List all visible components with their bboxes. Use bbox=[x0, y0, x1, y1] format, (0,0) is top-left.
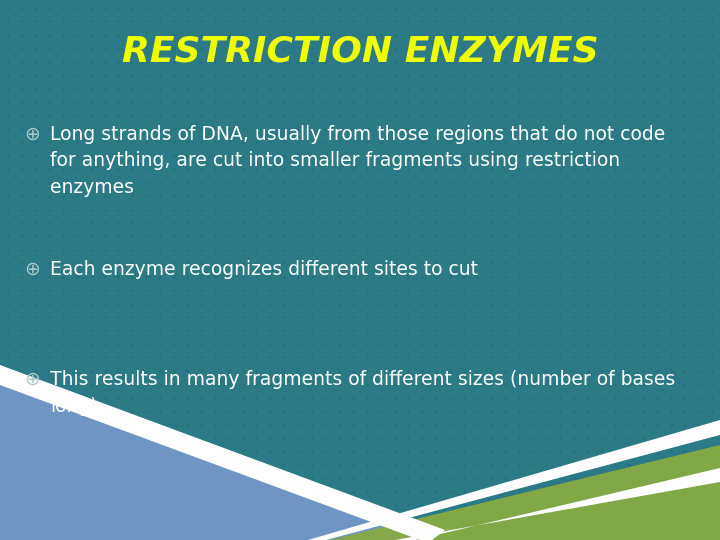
Text: Each enzyme recognizes different sites to cut: Each enzyme recognizes different sites t… bbox=[50, 260, 478, 279]
Text: This results in many fragments of different sizes (number of bases
long): This results in many fragments of differ… bbox=[50, 370, 675, 415]
Text: ⊕: ⊕ bbox=[24, 125, 40, 144]
Polygon shape bbox=[0, 380, 430, 540]
Text: ⊕: ⊕ bbox=[24, 370, 40, 389]
Polygon shape bbox=[0, 365, 445, 540]
Text: ⊕: ⊕ bbox=[24, 260, 40, 279]
Text: RESTRICTION ENZYMES: RESTRICTION ENZYMES bbox=[122, 35, 598, 69]
Polygon shape bbox=[308, 420, 720, 540]
Text: Long strands of DNA, usually from those regions that do not code
for anything, a: Long strands of DNA, usually from those … bbox=[50, 125, 665, 197]
Polygon shape bbox=[395, 468, 720, 540]
Polygon shape bbox=[330, 445, 720, 540]
